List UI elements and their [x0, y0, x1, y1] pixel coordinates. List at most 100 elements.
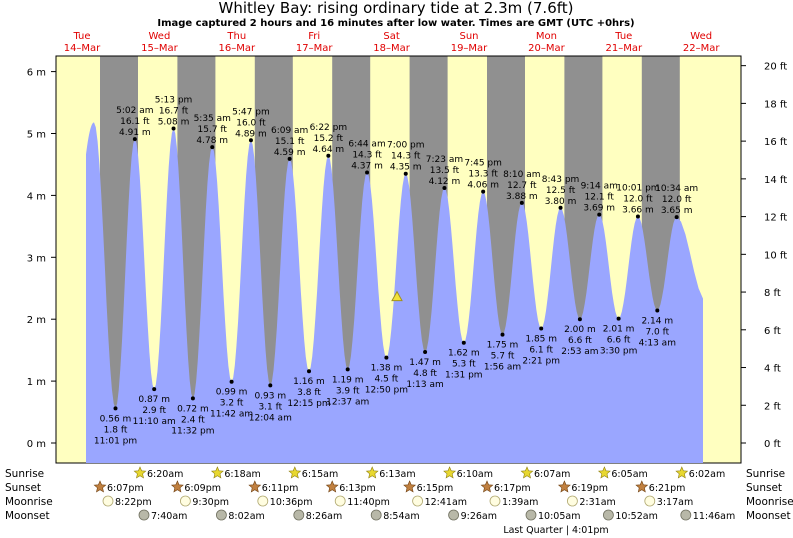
moonset-icon — [525, 509, 537, 521]
sunrise-row-label-right: Sunrise — [746, 468, 785, 480]
low-tide-point — [461, 340, 466, 345]
day-name: Sun — [459, 31, 478, 42]
high-tide-time: 5:35 am — [194, 114, 231, 124]
high-tide-m: 4.59 m — [274, 148, 306, 158]
low-tide-point — [113, 406, 118, 411]
tide-curve-area — [86, 122, 703, 463]
moonset-time: 10:52am — [615, 511, 657, 522]
day-name: Mon — [536, 31, 557, 42]
sunset-icon — [557, 480, 571, 493]
sunset-time: 6:09pm — [184, 483, 221, 494]
low-tide-time: 1:31 pm — [445, 371, 483, 381]
day-labels: Tue14–MarWed15–MarThu16–MarFri17–MarSat1… — [64, 31, 721, 54]
chart-title: Whitley Bay: rising ordinary tide at 2.3… — [218, 0, 573, 17]
high-tide-time: 7:23 am — [426, 155, 463, 165]
sunset-time: 6:21pm — [649, 483, 686, 494]
sunset-icon — [325, 480, 339, 493]
sunrise-icon — [597, 466, 611, 479]
low-tide-ft: 5.3 ft — [452, 360, 476, 370]
y-tick-label-ft: 0 ft — [764, 439, 781, 450]
high-tide-time: 6:22 pm — [310, 123, 348, 133]
low-tide-time: 1:13 am — [406, 380, 443, 390]
moonrise-time: 1:39am — [502, 497, 538, 508]
moonrise-icon — [102, 495, 114, 507]
sunset-time: 6:17pm — [494, 483, 531, 494]
moonset-row-label-right: Moonset — [746, 510, 791, 522]
low-tide-m: 1.75 m — [487, 341, 519, 351]
low-tide-point — [655, 308, 660, 313]
sunset-icon — [403, 480, 417, 493]
sunset-time: 6:11pm — [262, 483, 299, 494]
y-tick-label-m: 1 m — [27, 377, 46, 388]
day-date: 20–Mar — [528, 43, 565, 54]
low-tide-m: 2.01 m — [603, 325, 635, 335]
high-tide-point — [403, 171, 408, 176]
low-tide-point — [500, 332, 505, 337]
low-tide-m: 0.72 m — [177, 404, 209, 414]
day-date: 17–Mar — [296, 43, 333, 54]
moonset-icon — [215, 509, 227, 521]
high-tide-point — [597, 212, 602, 217]
y-tick-label-m: 2 m — [27, 315, 46, 326]
high-tide-m: 3.88 m — [506, 192, 538, 202]
high-tide-time: 10:01 pm — [616, 183, 659, 193]
moonrise-time: 2:31am — [579, 497, 615, 508]
axis-ticks: 0 m 1 m 2 m 3 m 4 m 5 m 6 m 0 ft 2 ft 4 ft 6 ft 8 f… — [27, 62, 788, 450]
high-tide-ft: 12.5 ft — [546, 186, 576, 196]
low-tide-time: 12:15 pm — [287, 399, 330, 409]
sunrise-time: 6:18am — [224, 469, 260, 480]
high-tide-ft: 16.1 ft — [120, 117, 150, 127]
low-tide-point — [577, 317, 582, 322]
low-tide-ft: 5.7 ft — [491, 352, 515, 362]
high-tide-point — [210, 145, 215, 150]
y-tick-label-m: 0 m — [27, 439, 46, 450]
sunset-icon — [480, 480, 494, 493]
low-tide-ft: 1.8 ft — [104, 425, 128, 435]
high-tide-time: 5:02 am — [116, 106, 153, 116]
low-tide-time: 12:37 am — [326, 397, 369, 407]
high-tide-time: 7:45 pm — [464, 159, 502, 169]
low-tide-ft: 6.6 ft — [607, 336, 631, 346]
high-tide-ft: 12.7 ft — [507, 181, 537, 191]
y-tick-label-ft: 6 ft — [764, 326, 781, 337]
high-tide-time: 5:47 pm — [232, 107, 270, 117]
low-tide-m: 1.16 m — [293, 377, 325, 387]
low-tide-time: 3:30 pm — [600, 347, 638, 357]
moonset-icon — [603, 509, 614, 521]
low-tide-ft: 3.2 ft — [220, 399, 244, 409]
current-tide-marker-group — [391, 290, 403, 302]
high-tide-ft: 15.2 ft — [314, 134, 344, 144]
sunrise-time: 6:20am — [147, 469, 183, 480]
high-tide-m: 3.65 m — [661, 206, 693, 216]
y-tick-label-ft: 10 ft — [764, 250, 787, 261]
low-tide-ft: 6.1 ft — [529, 345, 553, 355]
high-tide-time: 9:14 am — [581, 182, 618, 192]
low-tide-time: 1:56 am — [484, 363, 521, 373]
y-tick-label-ft: 14 ft — [764, 175, 787, 186]
high-tide-m: 4.37 m — [351, 161, 383, 171]
y-tick-label-m: 3 m — [27, 253, 46, 264]
day-name: Thu — [226, 31, 246, 42]
high-tide-point — [132, 137, 137, 142]
moonset-icon — [138, 509, 150, 521]
low-tide-point — [152, 387, 157, 392]
sunrise-time: 6:05am — [611, 469, 647, 480]
low-tide-m: 1.38 m — [371, 364, 403, 374]
sunset-time: 6:07pm — [107, 483, 144, 494]
moonrise-icon — [257, 495, 269, 507]
high-tide-point — [287, 156, 292, 161]
moonrise-time: 8:22pm — [115, 497, 152, 508]
moonrise-row-label-right: Moonrise — [746, 496, 793, 508]
y-tick-label-ft: 12 ft — [764, 213, 787, 224]
sunset-row-label-left: Sunset — [5, 482, 41, 494]
sunset-icon — [170, 480, 184, 493]
high-tide-point — [365, 170, 370, 175]
low-tide-time: 11:42 am — [210, 410, 253, 420]
y-tick-label-ft: 16 ft — [764, 137, 787, 148]
day-name: Fri — [308, 31, 320, 42]
moonrise-row-label-left: Moonrise — [5, 496, 53, 508]
low-tide-ft: 4.5 ft — [375, 375, 399, 385]
moonrise-time: 9:30pm — [192, 497, 229, 508]
sunrise-icon — [675, 466, 689, 479]
low-tide-point — [229, 379, 234, 384]
